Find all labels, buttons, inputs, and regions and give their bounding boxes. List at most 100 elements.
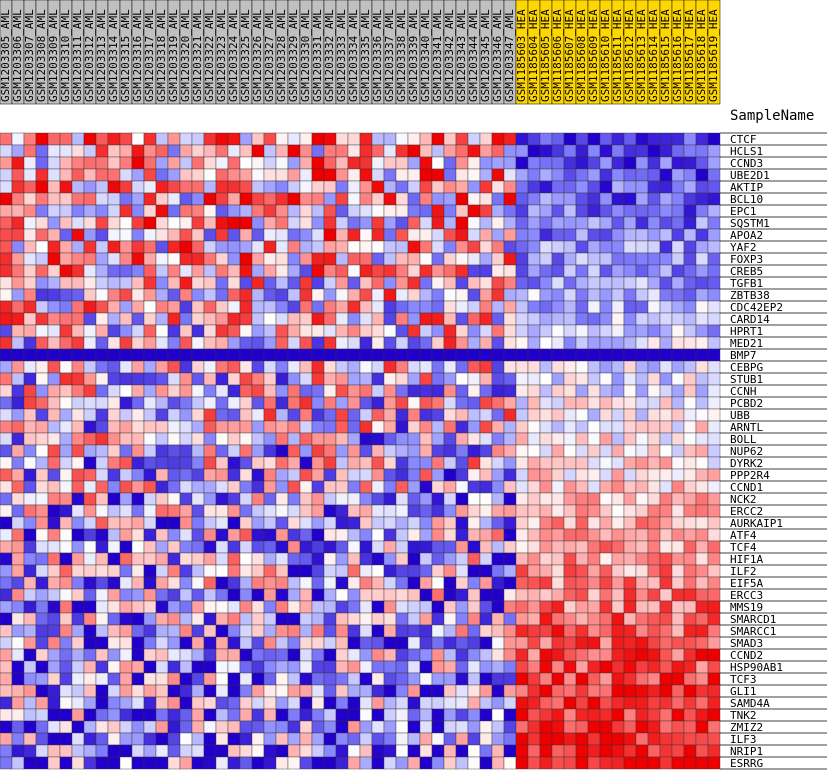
heatmap-cell [191,372,205,386]
heatmap-cell [359,408,373,422]
heatmap-cell [503,684,517,698]
heatmap-cell [119,408,133,422]
heatmap-cell [107,204,121,218]
heatmap-cell [131,216,145,230]
heatmap-cell [683,408,697,422]
heatmap-cell [539,600,553,614]
heatmap-cell [203,588,217,602]
heatmap-cell [311,420,325,434]
heatmap-cell [0,468,13,482]
heatmap-cell [515,528,529,542]
heatmap-cell [515,732,529,746]
heatmap-cell [287,684,301,698]
heatmap-cell [155,504,169,518]
row-label: CCND3 [730,157,763,170]
heatmap-cell [527,456,541,470]
heatmap-cell [503,720,517,734]
heatmap-cell [203,732,217,746]
heatmap-cell [95,672,109,686]
heatmap-cell [527,444,541,458]
heatmap-cell [383,660,397,674]
heatmap-cell [503,144,517,158]
heatmap-cell [587,720,601,734]
heatmap-cell [491,324,505,338]
heatmap-cell [395,672,409,686]
heatmap-cell [383,288,397,302]
heatmap-cell [299,516,313,530]
heatmap-cell [0,324,13,338]
heatmap-cell [371,240,385,254]
heatmap-cell [359,636,373,650]
heatmap-cell [455,684,469,698]
heatmap-cell [323,720,337,734]
heatmap-cell [299,756,313,770]
heatmap-cell [287,672,301,686]
heatmap-cell [659,324,673,338]
heatmap-cell [95,480,109,494]
heatmap-cell [575,180,589,194]
heatmap-cell [503,372,517,386]
heatmap-cell [443,708,457,722]
heatmap-cell [371,420,385,434]
heatmap-cell [671,696,685,710]
heatmap-cell [359,156,373,170]
heatmap-cell [611,696,625,710]
heatmap-cell [323,552,337,566]
heatmap-cell [155,720,169,734]
heatmap-cell [611,456,625,470]
heatmap-cell [407,204,421,218]
heatmap-cell [395,564,409,578]
heatmap-cell [35,600,49,614]
heatmap-cell [371,156,385,170]
heatmap-cell [191,732,205,746]
heatmap-cell [299,228,313,242]
heatmap-cell [419,456,433,470]
heatmap-cell [167,588,181,602]
heatmap-cell [539,684,553,698]
heatmap-cell [0,348,13,362]
heatmap-cell [323,168,337,182]
heatmap-cell [395,264,409,278]
heatmap-cell [239,708,253,722]
heatmap-cell [611,204,625,218]
heatmap-cell [671,216,685,230]
heatmap-cell [35,648,49,662]
heatmap-cell [119,252,133,266]
heatmap-cell [347,132,361,146]
heatmap-cell [203,276,217,290]
heatmap-cell [443,396,457,410]
heatmap-cell [383,420,397,434]
heatmap-cell [155,360,169,374]
heatmap-cell [275,540,289,554]
row-label: AKTIP [730,181,763,194]
heatmap-cell [287,396,301,410]
heatmap-cell [23,312,37,326]
heatmap-cell [467,228,481,242]
heatmap-cell [119,372,133,386]
heatmap-cell [563,468,577,482]
heatmap-cell [239,444,253,458]
heatmap-cell [683,456,697,470]
heatmap-cell [287,624,301,638]
column-header-bg [707,0,721,105]
column-label: GSM1185607_HEA [563,9,576,102]
heatmap-cell [71,444,85,458]
heatmap-cell [587,588,601,602]
heatmap-cell [359,480,373,494]
heatmap-cell [527,372,541,386]
heatmap-cell [335,528,349,542]
column-label: GSM1185619_HEA [707,9,720,102]
heatmap-cell [47,168,61,182]
heatmap-cell [467,744,481,758]
heatmap-cell [11,744,25,758]
heatmap-cell [383,324,397,338]
heatmap-cell [191,516,205,530]
heatmap-cell [587,288,601,302]
heatmap-cell [371,312,385,326]
heatmap-cell [239,216,253,230]
heatmap-cell [71,756,85,770]
heatmap-cell [0,648,13,662]
heatmap-cell [623,564,637,578]
heatmap-cell [23,192,37,206]
heatmap-cell [671,240,685,254]
